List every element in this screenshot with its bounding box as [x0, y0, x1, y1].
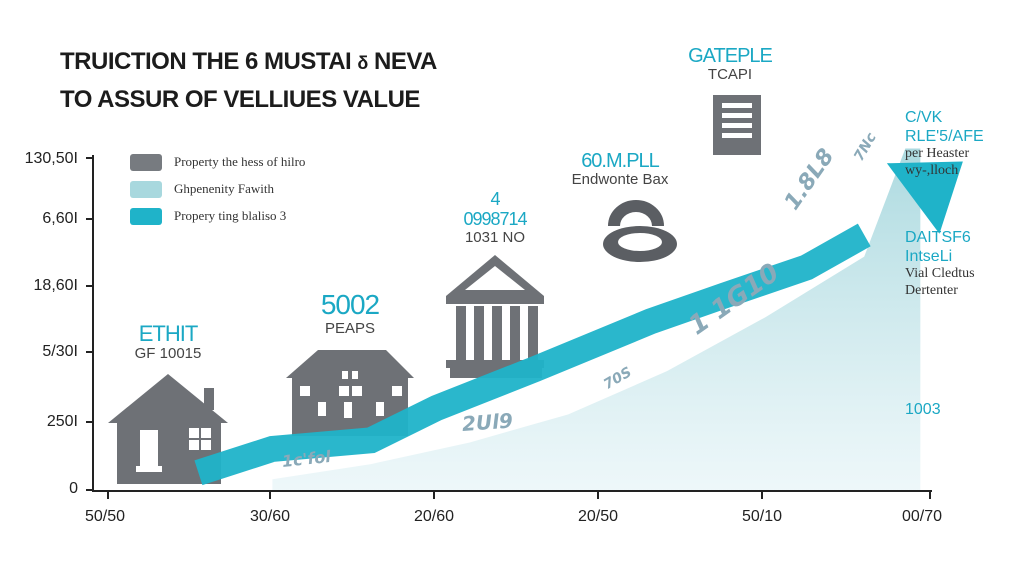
right-annotation: 1003	[905, 400, 941, 419]
y-tick-label: 250I	[46, 413, 78, 430]
right-annotation-title: IntseLi	[905, 248, 953, 266]
right-annotation-text: per Heaster	[905, 146, 970, 162]
right-annotation-text: Vial Cledtus	[905, 266, 975, 282]
annotation-title: ETHIT	[138, 321, 199, 346]
annotation-subtitle: 1031 NO	[464, 228, 526, 246]
annotation-padlock: 60.M.PLL Endwonte Bax	[560, 150, 680, 189]
x-tick-label: 20/50	[577, 508, 619, 525]
legend-label: Propery ting blaliso 3	[174, 208, 287, 223]
annotation-title: 4 0998714	[445, 189, 545, 230]
right-annotation-title: DAITSF6	[905, 229, 971, 246]
x-tick-label: 30/60	[249, 508, 291, 525]
right-annotation-title: 1003	[905, 401, 941, 418]
chart-title-line-1: TRUICTION THE 6 MUSTAI δ NEVA	[60, 48, 437, 76]
padlock-icon	[603, 200, 677, 262]
right-annotation-text: Dertenter	[905, 283, 958, 299]
area-scribble: 2Ul9	[461, 408, 514, 436]
annotation-title-part: 0998714	[463, 208, 527, 229]
x-tick-label: 50/50	[84, 508, 126, 525]
y-tick-label: 18,60I	[33, 277, 78, 294]
x-tick-label: 20/60	[413, 508, 455, 525]
right-annotation-title: RLE'5/AFE	[905, 128, 984, 146]
legend-swatch	[130, 207, 162, 225]
area-scribble: 7Nc	[851, 130, 880, 164]
right-annotation: DAITSF6 IntseLi Vial Cledtus Dertenter	[905, 228, 975, 300]
legend-label: Property the hess of hilro	[174, 154, 306, 169]
annotation-subtitle: TCAPI	[707, 66, 753, 83]
x-tick-label: 50/10	[741, 508, 783, 525]
area-scribble: 1 1G10	[683, 257, 785, 342]
legend: Property the hess of hilro Ghpenenity Fa…	[130, 152, 305, 233]
title-line-1-end: NEVA	[373, 48, 437, 75]
right-annotation: C/VK RLE'5/AFE per Heaster wy-,lloch	[905, 108, 984, 180]
annotation-title: 5002	[320, 289, 380, 320]
skyscraper-icon	[713, 95, 761, 155]
area-scribble: 1.8L8	[779, 144, 840, 215]
annotation-subtitle: Endwonte Bax	[571, 171, 669, 188]
title-line-1-text: TRUICTION THE 6 MUSTAI	[60, 48, 352, 75]
y-tick-label: 6,60I	[42, 210, 78, 227]
legend-label: Ghpenenity Fawith	[174, 181, 275, 196]
annotation-skyscraper: GATEPLE TCAPI	[670, 45, 790, 84]
annotation-house: ETHIT GF 10015	[120, 321, 216, 363]
title-glyph: δ	[357, 53, 368, 73]
legend-swatch	[130, 153, 162, 171]
townhouse-icon	[286, 350, 414, 436]
chart-title-line-2: TO ASSUR OF VELLIUES VALUE	[60, 86, 420, 113]
y-tick-label: 130,50I	[24, 150, 78, 167]
annotation-title-part: 4	[490, 189, 500, 209]
annotation-townhouse: 5002 PEAPS	[300, 289, 400, 337]
legend-swatch	[130, 180, 162, 198]
legend-item: Property the hess of hilro	[130, 152, 305, 172]
annotation-title: 60.M.PLL	[581, 150, 660, 172]
annotation-bank: 4 0998714 1031 NO	[445, 189, 545, 246]
right-annotation-text: wy-,lloch	[905, 163, 959, 179]
house-icon	[108, 374, 228, 484]
area-scribble: 70S	[601, 364, 635, 393]
legend-item: Propery ting blaliso 3	[130, 206, 305, 226]
bank-icon	[446, 255, 544, 378]
annotation-title: GATEPLE	[688, 45, 773, 67]
area-scribble: 1c'fol	[281, 446, 332, 471]
x-tick-label: 00/70	[901, 508, 943, 525]
legend-item: Ghpenenity Fawith	[130, 179, 305, 199]
annotation-subtitle: PEAPS	[324, 319, 376, 337]
annotation-subtitle: GF 10015	[134, 345, 202, 363]
y-tick-label: 5/30I	[42, 343, 78, 360]
right-annotation-title: C/VK	[905, 109, 943, 126]
y-tick-label: 0	[69, 480, 78, 497]
